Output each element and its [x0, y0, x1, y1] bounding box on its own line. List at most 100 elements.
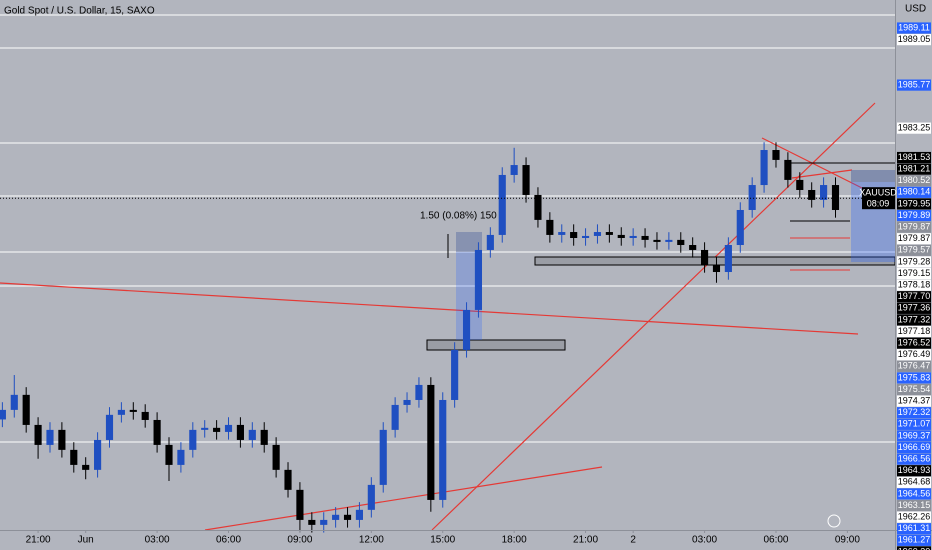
- price-axis: 1989.11 1989.05 1985.77 1983.25 1981.53 1981.…: [897, 22, 931, 550]
- candle-body: [141, 411, 149, 420]
- last-price-tag: [862, 187, 895, 210]
- trend-line[interactable]: [431, 102, 876, 531]
- candle-body: [355, 509, 363, 520]
- candle-body: [177, 449, 185, 465]
- price-label-bg: [897, 499, 931, 512]
- price-label: 1977.32: [898, 314, 931, 324]
- candle-body: [272, 444, 280, 470]
- measure-box[interactable]: [456, 232, 482, 252]
- candle-body: [34, 424, 42, 445]
- candle-body: [105, 414, 114, 440]
- price-label: 1979.87: [898, 222, 931, 232]
- zone-box[interactable]: [426, 339, 566, 351]
- price-label: 1975.54: [898, 384, 931, 394]
- chart-title: Gold Spot / U.S. Dollar, 15, SAXO: [4, 6, 155, 17]
- price-label-bg: [897, 175, 931, 187]
- price-label-bg: [897, 441, 931, 454]
- candle-body: [439, 399, 447, 500]
- countdown-label: 08:09: [867, 199, 890, 209]
- x-tick-label: 06:00: [763, 535, 788, 546]
- candle-body: [367, 484, 375, 510]
- candle-body: [320, 519, 328, 525]
- x-tick-label: 03:00: [692, 535, 717, 546]
- candle-body: [427, 384, 435, 500]
- price-label: 1975.83: [898, 372, 931, 382]
- zone-box[interactable]: [534, 256, 896, 266]
- price-label-bg: [897, 430, 931, 442]
- price-label: 1979.28: [898, 256, 931, 266]
- price-label-bg: [897, 79, 931, 91]
- price-label: 1964.93: [898, 465, 931, 475]
- price-label-bg: [897, 488, 931, 500]
- candle-body: [70, 449, 78, 465]
- candle-body: [129, 409, 137, 412]
- trend-line[interactable]: [791, 169, 853, 179]
- price-label-bg: [897, 22, 931, 34]
- trend-line[interactable]: [0, 282, 859, 335]
- candle-body: [82, 464, 90, 470]
- candle-body: [224, 424, 233, 432]
- candle-body: [451, 349, 459, 400]
- candle-body: [498, 174, 506, 235]
- price-label: 1971.07: [898, 419, 931, 429]
- candle-body: [10, 394, 18, 410]
- candle-body: [153, 419, 161, 445]
- price-label: 1963.15: [898, 500, 931, 510]
- price-label-bg: [897, 337, 931, 349]
- candle-body: [701, 249, 709, 265]
- candle-body: [605, 232, 613, 235]
- price-label-bg: [897, 302, 931, 314]
- price-label-bg: [897, 267, 931, 280]
- position-box[interactable]: [851, 170, 895, 262]
- price-label-bg: [897, 163, 931, 175]
- x-tick-label: Jun: [78, 535, 94, 546]
- price-label-bg: [897, 151, 931, 164]
- candle-body: [22, 394, 30, 425]
- x-tick-label: 15:00: [430, 535, 455, 546]
- price-label: 1966.56: [898, 454, 931, 464]
- price-label: 1969.37: [898, 430, 931, 440]
- price-label-bg: [897, 256, 931, 268]
- candle-body: [820, 185, 828, 200]
- trend-line[interactable]: [761, 137, 881, 198]
- price-label: 1981.21: [898, 164, 931, 174]
- price-label: 1989.05: [898, 34, 931, 44]
- price-label: 1979.89: [898, 210, 931, 220]
- candle-body: [581, 235, 590, 239]
- price-label: 1989.11: [898, 22, 930, 32]
- price-label-bg: [897, 291, 931, 303]
- candle-body: [213, 427, 221, 432]
- price-label-bg: [897, 221, 931, 233]
- price-label: 1972.32: [898, 407, 931, 417]
- price-label-bg: [897, 372, 931, 384]
- candle-body: [379, 429, 387, 485]
- price-label: 1964.68: [898, 477, 931, 487]
- candle-body: [117, 409, 125, 415]
- replay-icon[interactable]: [827, 514, 841, 528]
- candle-body: [831, 185, 840, 210]
- price-label: 1978.18: [898, 280, 931, 290]
- price-label-bg: [897, 314, 931, 326]
- candle-body: [736, 209, 744, 246]
- candle-body: [58, 429, 66, 450]
- price-label-bg: [897, 534, 931, 546]
- price-label-bg: [897, 453, 931, 465]
- candle-body: [748, 185, 756, 210]
- position-box[interactable]: [851, 170, 895, 182]
- price-label-bg: [897, 349, 931, 361]
- trend-line[interactable]: [204, 466, 603, 531]
- price-label: 1962.26: [898, 512, 931, 522]
- candle-body: [296, 489, 304, 520]
- candle-body: [796, 179, 804, 190]
- price-label: 1979.87: [898, 233, 931, 243]
- x-tick-label: 21:00: [573, 535, 598, 546]
- candle-body: [665, 239, 673, 242]
- currency: USD: [905, 4, 926, 15]
- price-label-bg: [897, 233, 931, 245]
- price-label: 1983.25: [898, 123, 931, 133]
- candle-body: [593, 232, 602, 236]
- price-label: 1981.53: [898, 152, 931, 162]
